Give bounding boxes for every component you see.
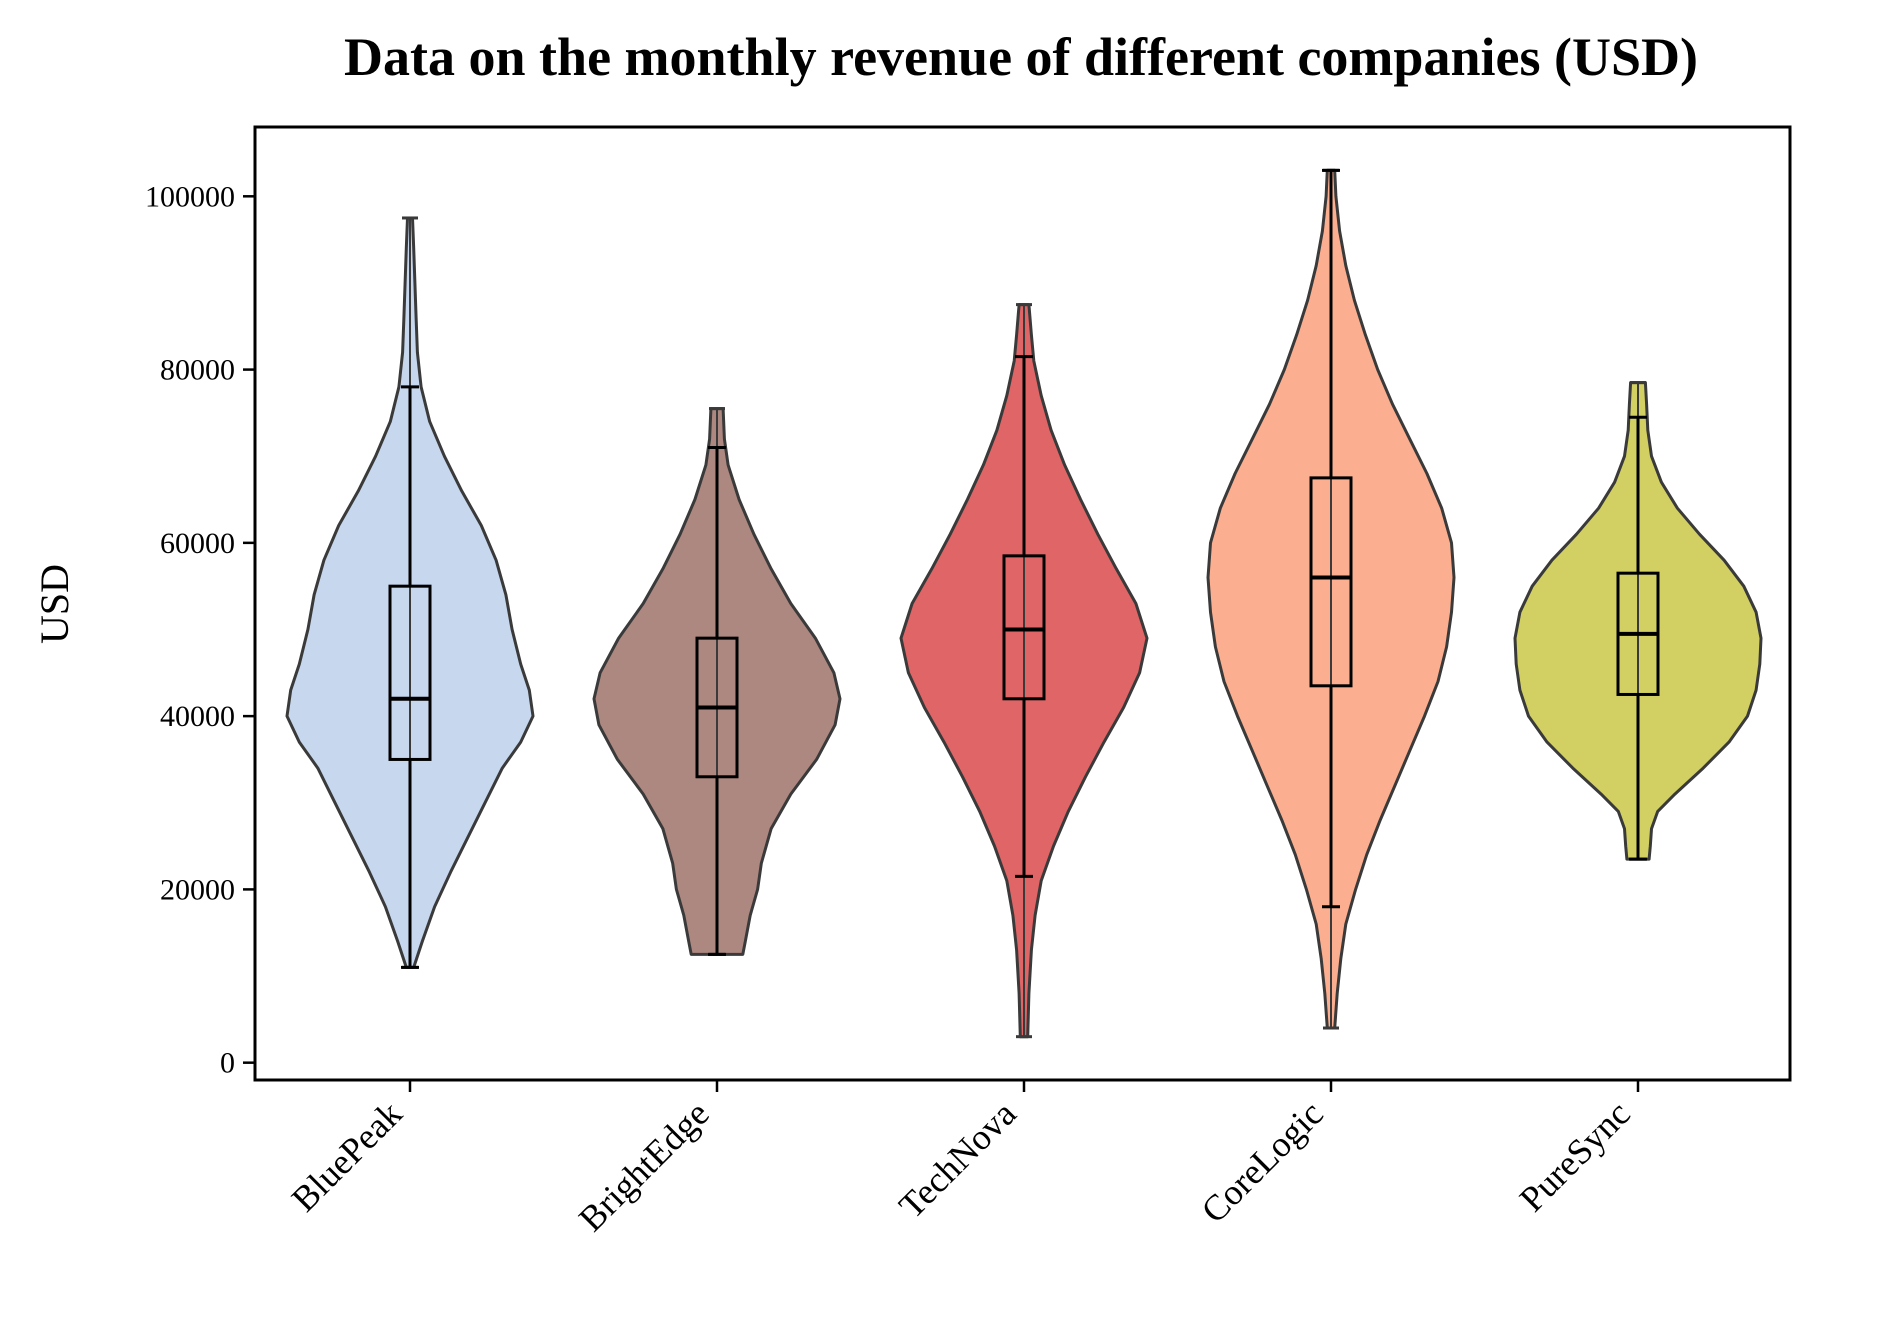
y-tick-label: 20000 (160, 873, 235, 906)
iqr-box (1309, 476, 1353, 688)
y-tick-label: 100000 (145, 180, 235, 213)
x-tick-label: BrightEdge (571, 1093, 717, 1239)
violin-group-brightedge (592, 407, 842, 956)
iqr-box (1002, 554, 1046, 701)
x-tick-label: PureSync (1512, 1093, 1638, 1219)
chart-title: Data on the monthly revenue of different… (344, 27, 1698, 87)
y-tick-label: 60000 (160, 527, 235, 560)
y-tick-label: 80000 (160, 354, 235, 387)
y-tick-label: 0 (220, 1047, 235, 1080)
plot-area (285, 168, 1763, 1039)
violin-group-bluepeak (285, 216, 535, 969)
x-tick-label: BluePeak (284, 1093, 410, 1219)
violin-group-puresync (1513, 381, 1763, 861)
x-tick-label: TechNova (891, 1093, 1024, 1226)
y-tick-label: 40000 (160, 700, 235, 733)
plot-frame (253, 125, 1792, 1082)
iqr-box (388, 584, 432, 761)
x-tick-label: CoreLogic (1194, 1093, 1331, 1230)
y-axis-label: USD (32, 564, 77, 644)
violin-group-corelogic (1206, 168, 1456, 1030)
violin-group-technova (899, 303, 1149, 1039)
